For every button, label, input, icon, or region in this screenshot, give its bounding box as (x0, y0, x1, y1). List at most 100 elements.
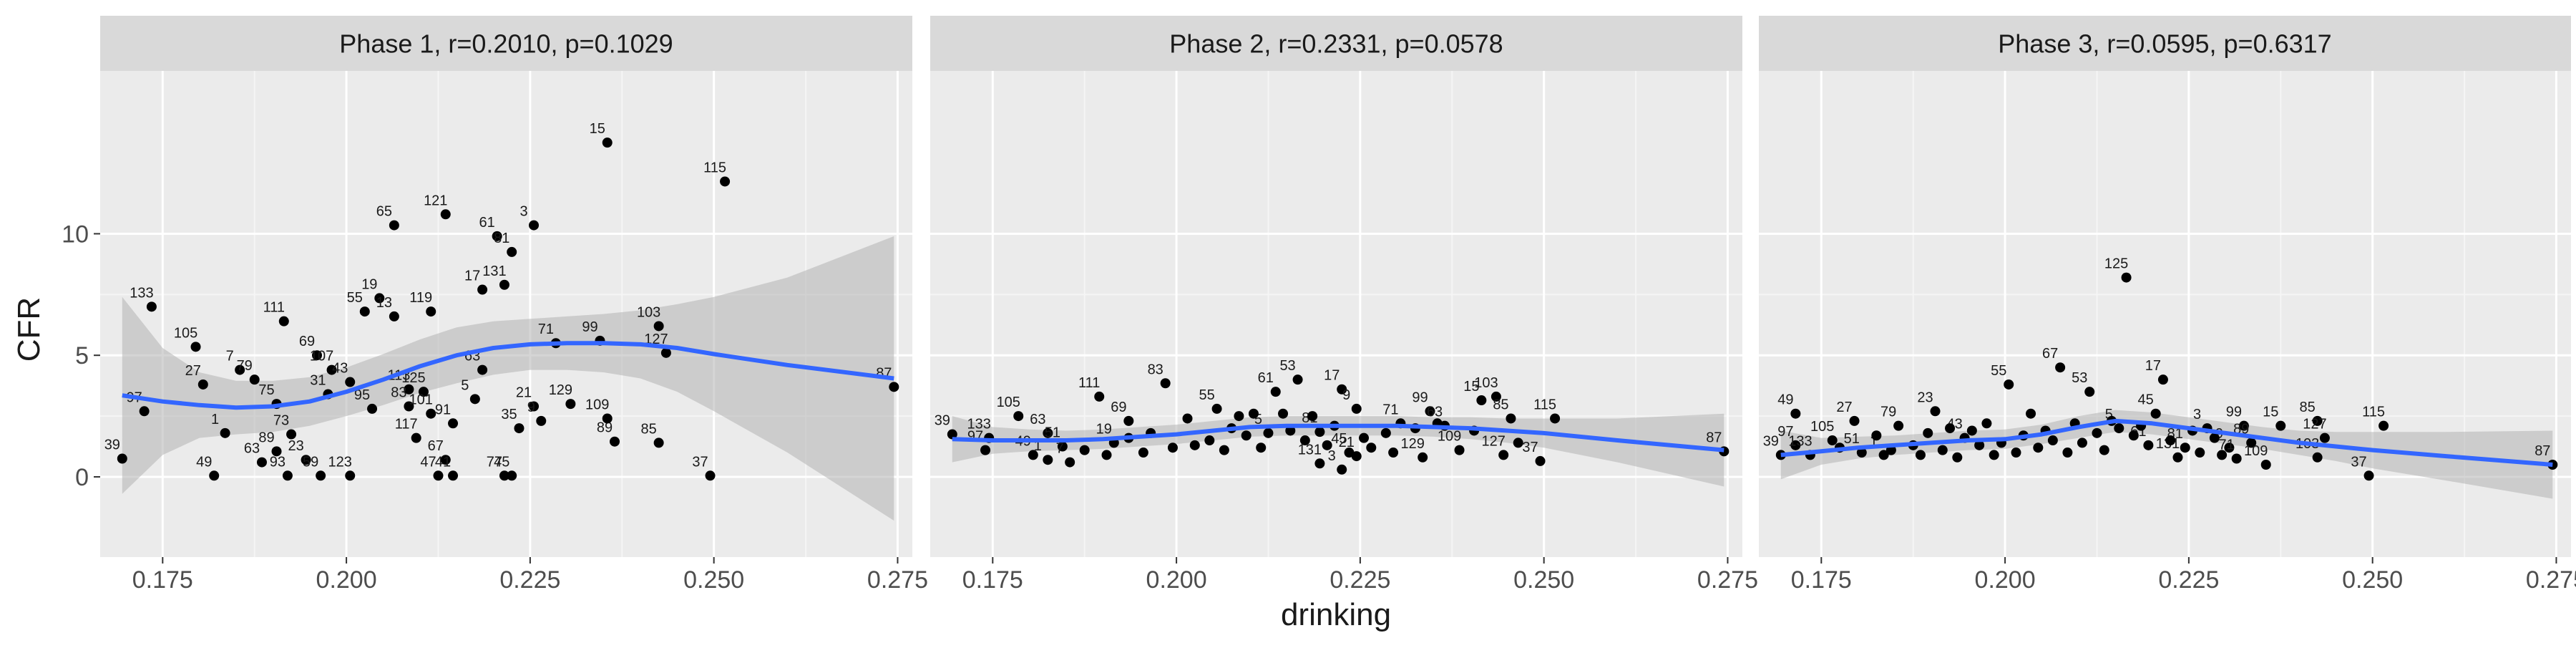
data-point (2033, 443, 2044, 453)
data-point (301, 455, 311, 465)
point-label: 71 (1382, 402, 1398, 417)
data-point (1974, 440, 1985, 450)
data-point (404, 401, 414, 412)
x-tick-label: 0.175 (132, 566, 193, 594)
data-point (477, 364, 488, 375)
data-point (2275, 420, 2286, 431)
data-point (426, 306, 436, 317)
data-point (2062, 448, 2073, 458)
data-point (1314, 427, 1325, 437)
data-point (1256, 443, 1267, 453)
data-point (146, 301, 157, 312)
data-point (536, 415, 547, 426)
data-point (980, 445, 991, 455)
point-label: 111 (263, 300, 285, 316)
shared-axes: 0 5 10 (62, 221, 100, 491)
data-point (2121, 272, 2132, 283)
point-label: 127 (1481, 433, 1505, 449)
point-label: 131 (1298, 442, 1322, 458)
point-label: 125 (2104, 256, 2128, 272)
data-point (1351, 403, 1362, 414)
data-point (117, 453, 127, 464)
y-axis-title: CFR (11, 297, 47, 362)
point-label: 85 (641, 421, 657, 437)
data-point (209, 470, 220, 481)
data-point (282, 470, 293, 481)
x-tick-label: 0.200 (1975, 566, 2036, 594)
point-label: 21 (1339, 435, 1355, 450)
y-tick-label: 0 (75, 464, 89, 491)
point-label: 15 (590, 121, 605, 137)
data-point (499, 470, 509, 481)
data-point (492, 231, 502, 241)
data-point (1989, 450, 1999, 460)
data-point (197, 379, 208, 390)
data-point (2547, 459, 2558, 470)
data-point (2217, 450, 2228, 460)
point-label: 17 (2145, 358, 2161, 374)
point-label: 101 (409, 392, 433, 408)
point-label: 35 (501, 407, 517, 422)
data-point (1491, 391, 1501, 402)
data-point (889, 382, 899, 392)
data-point (1871, 430, 1882, 441)
smooth-line (952, 423, 1724, 453)
data-point (2172, 452, 2183, 463)
point-label: 77 (487, 454, 502, 470)
data-point (947, 429, 957, 440)
data-point (2246, 437, 2257, 448)
y-tick-label: 5 (75, 342, 89, 369)
point-label: 107 (310, 349, 333, 364)
x-tick-label: 0.175 (962, 566, 1023, 594)
x-tick-label: 0.225 (1330, 566, 1390, 594)
point-label: 105 (174, 325, 197, 341)
data-point (2157, 374, 2168, 385)
x-tick-label: 0.200 (316, 566, 377, 594)
point-label: 67 (2042, 346, 2058, 362)
data-point (2165, 435, 2176, 446)
point-label: 1 (1870, 433, 1878, 449)
point-label: 7 (226, 349, 234, 364)
point-label: 91 (435, 402, 451, 417)
data-point (2026, 408, 2036, 419)
point-label: 61 (479, 215, 495, 231)
point-label: 7 (1056, 441, 1064, 457)
data-point (1937, 445, 1948, 455)
point-label: 115 (1533, 397, 1556, 412)
data-point (1079, 445, 1090, 455)
data-point (1878, 450, 1889, 460)
data-point (1380, 427, 1391, 438)
point-label: 87 (1706, 430, 1722, 445)
point-label: 73 (273, 413, 289, 429)
data-point (1535, 455, 1546, 466)
x-axis-title: drinking (1281, 597, 1391, 632)
panel-1: Phase 1, r=0.2010, p=0.10293913397105277… (100, 16, 928, 594)
data-point (1337, 464, 1347, 475)
point-label: 105 (1810, 419, 1834, 435)
point-label: 85 (2300, 400, 2316, 415)
point-label: 133 (130, 285, 153, 301)
smooth-line (1780, 418, 2553, 467)
data-point (2128, 430, 2139, 441)
data-point (2055, 362, 2066, 373)
point-label: 121 (424, 193, 447, 208)
panel-title: Phase 2, r=0.2331, p=0.0578 (1169, 29, 1503, 59)
data-point (2099, 445, 2109, 455)
data-point (440, 455, 451, 465)
data-point (1849, 415, 1860, 426)
data-point (2180, 443, 2190, 453)
x-tick-label: 0.225 (2158, 566, 2219, 594)
point-label: 99 (2226, 405, 2242, 420)
x-tick-label: 0.200 (1146, 566, 1207, 594)
data-point (448, 470, 459, 481)
data-point (1241, 430, 1252, 441)
data-point (1388, 448, 1399, 458)
point-label: 63 (1427, 405, 1443, 420)
data-point (1189, 440, 1200, 450)
point-label: 79 (237, 358, 253, 374)
point-label: 45 (1331, 431, 1347, 447)
point-label: 23 (1917, 390, 1933, 405)
point-label: 49 (1777, 392, 1793, 408)
data-point (507, 470, 517, 481)
point-label: 89 (597, 420, 613, 436)
